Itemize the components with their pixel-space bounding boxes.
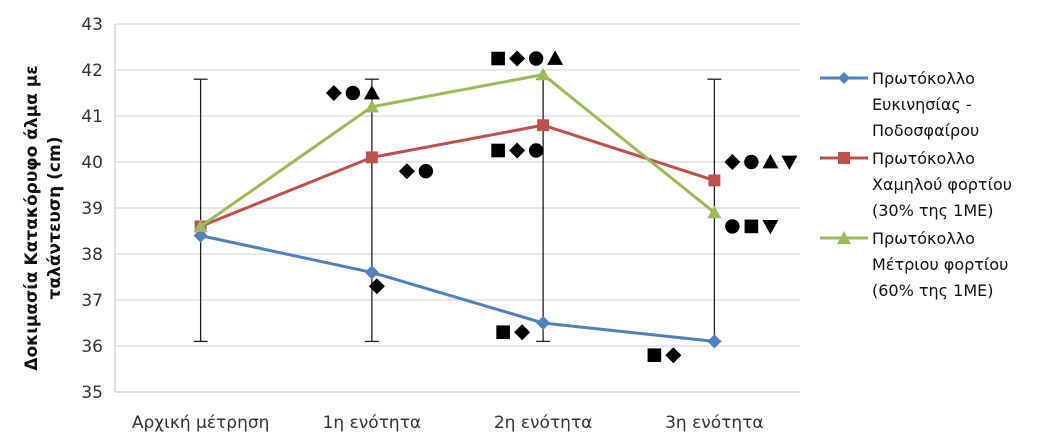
legend-swatch-square [820, 152, 868, 164]
significance-diamond-marker [509, 142, 526, 159]
data-point-series-3 [193, 219, 208, 232]
y-tick-label: 38 [81, 245, 103, 265]
significance-diamond-marker [368, 278, 385, 295]
series-line-2 [200, 123, 715, 228]
data-point-series-3 [536, 67, 551, 81]
data-point-series-3 [364, 99, 379, 113]
significance-markers [325, 50, 798, 364]
significance-triangle-marker [547, 50, 564, 65]
legend: Πρωτόκολλο Ευκινησίας - Ποδοσφαίρου Πρωτ… [820, 66, 1052, 306]
data-point-series-1 [536, 316, 551, 330]
y-tick-label: 42 [81, 61, 103, 81]
series-line-1 [200, 234, 715, 343]
significance-circle-marker [744, 154, 759, 170]
data-point-series-3 [707, 205, 722, 219]
significance-circle-marker [725, 219, 740, 234]
legend-label: Πρωτόκολλο Μέτριου φορτίου (60% της 1ΜΕ) [872, 229, 1009, 300]
significance-triangle-down-marker [762, 220, 779, 235]
series-lines [193, 67, 722, 349]
significance-square-marker [491, 51, 505, 66]
significance-square-marker [647, 348, 662, 362]
x-tick-label: 2η ενότητα [494, 413, 593, 433]
significance-square-marker [744, 219, 759, 234]
significance-triangle-down-marker [781, 155, 798, 170]
legend-label: Πρωτόκολλο Χαμηλού φορτίου (30% της 1ΜΕ) [872, 149, 1013, 220]
significance-diamond-marker [665, 347, 682, 364]
data-point-series-1 [707, 334, 722, 349]
legend-label: Πρωτόκολλο Ευκινησίας - Ποδοσφαίρου [872, 69, 980, 140]
legend-item-low-load: Πρωτόκολλο Χαμηλού φορτίου (30% της 1ΜΕ) [820, 146, 1052, 224]
legend-swatch-diamond [820, 72, 868, 84]
gridlines [114, 23, 800, 393]
legend-swatch-triangle [820, 231, 868, 244]
x-tick-label: Αρχική μέτρηση [132, 413, 270, 433]
data-point-series-2 [537, 119, 550, 132]
axis-ticks: 35 36 37 38 39 40 41 42 43 Αρχική μέτρηση 1η ενότη… [81, 15, 763, 433]
y-tick-label: 43 [81, 15, 103, 35]
y-tick-label: 37 [81, 291, 103, 311]
y-tick-label: 35 [81, 383, 103, 403]
y-tick-label: 39 [81, 199, 103, 219]
data-point-series-2 [708, 174, 721, 187]
data-point-series-2 [365, 151, 378, 164]
significance-triangle-marker [762, 154, 779, 169]
significance-diamond-marker [325, 85, 342, 101]
y-tick-label: 41 [81, 107, 103, 127]
significance-diamond-marker [724, 154, 741, 170]
y-axis-label-line-1: Δοκιμασία Κατακόρυφο άλμα με [22, 65, 42, 370]
x-tick-label: 3η ενότητα [665, 413, 764, 433]
x-tick-label: 1η ενότητα [323, 413, 422, 433]
significance-triangle-marker [363, 85, 380, 100]
legend-item-agility: Πρωτόκολλο Ευκινησίας - Ποδοσφαίρου [820, 66, 1052, 144]
significance-circle-marker [528, 143, 544, 158]
significance-circle-marker [345, 85, 361, 101]
significance-square-marker [491, 143, 505, 158]
y-tick-label: 40 [81, 153, 103, 173]
y-tick-label: 36 [81, 337, 103, 357]
significance-diamond-marker [514, 324, 531, 341]
significance-circle-marker [418, 164, 434, 179]
significance-diamond-marker [509, 50, 526, 67]
legend-item-medium-load: Πρωτόκολλο Μέτριου φορτίου (60% της 1ΜΕ) [820, 226, 1052, 304]
significance-diamond-marker [398, 163, 415, 180]
significance-circle-marker [528, 51, 544, 66]
error-bars [193, 78, 722, 343]
data-point-series-1 [364, 265, 379, 280]
significance-square-marker [496, 325, 510, 339]
series-line-3 [199, 72, 716, 228]
y-axis-label-line-2: ταλάντευση (cm) [45, 137, 65, 300]
